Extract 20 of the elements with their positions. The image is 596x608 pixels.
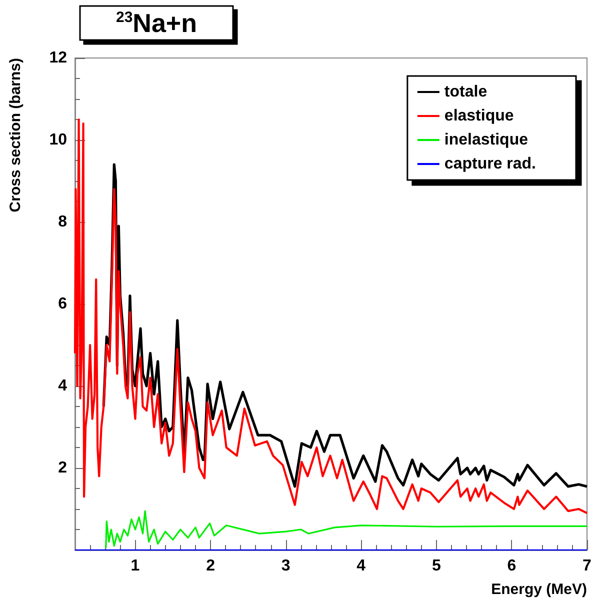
y-axis-title: Cross section (barns) (7, 58, 24, 212)
legend-label: elastique (444, 108, 514, 124)
x-axis-title: Energy (MeV) (491, 581, 587, 598)
y-tick-label: 4 (58, 378, 68, 394)
x-tick-label: 2 (206, 558, 216, 574)
y-tick-label: 10 (49, 132, 68, 148)
x-tick-label: 6 (507, 558, 516, 574)
legend-label: inelastique (444, 132, 528, 148)
legend-label: totale (444, 84, 488, 100)
legend-label: capture rad. (444, 156, 536, 172)
line-series (105, 510, 588, 549)
y-tick-label: 12 (49, 50, 68, 66)
x-tick-label: 7 (582, 558, 592, 574)
y-tick-label: 8 (58, 214, 68, 230)
y-tick-label: 2 (58, 460, 68, 476)
x-tick-label: 5 (432, 558, 441, 574)
x-tick-label: 4 (356, 558, 366, 574)
y-tick-label: 6 (58, 296, 68, 312)
x-tick-label: 1 (130, 558, 140, 574)
x-tick-label: 3 (281, 558, 290, 574)
